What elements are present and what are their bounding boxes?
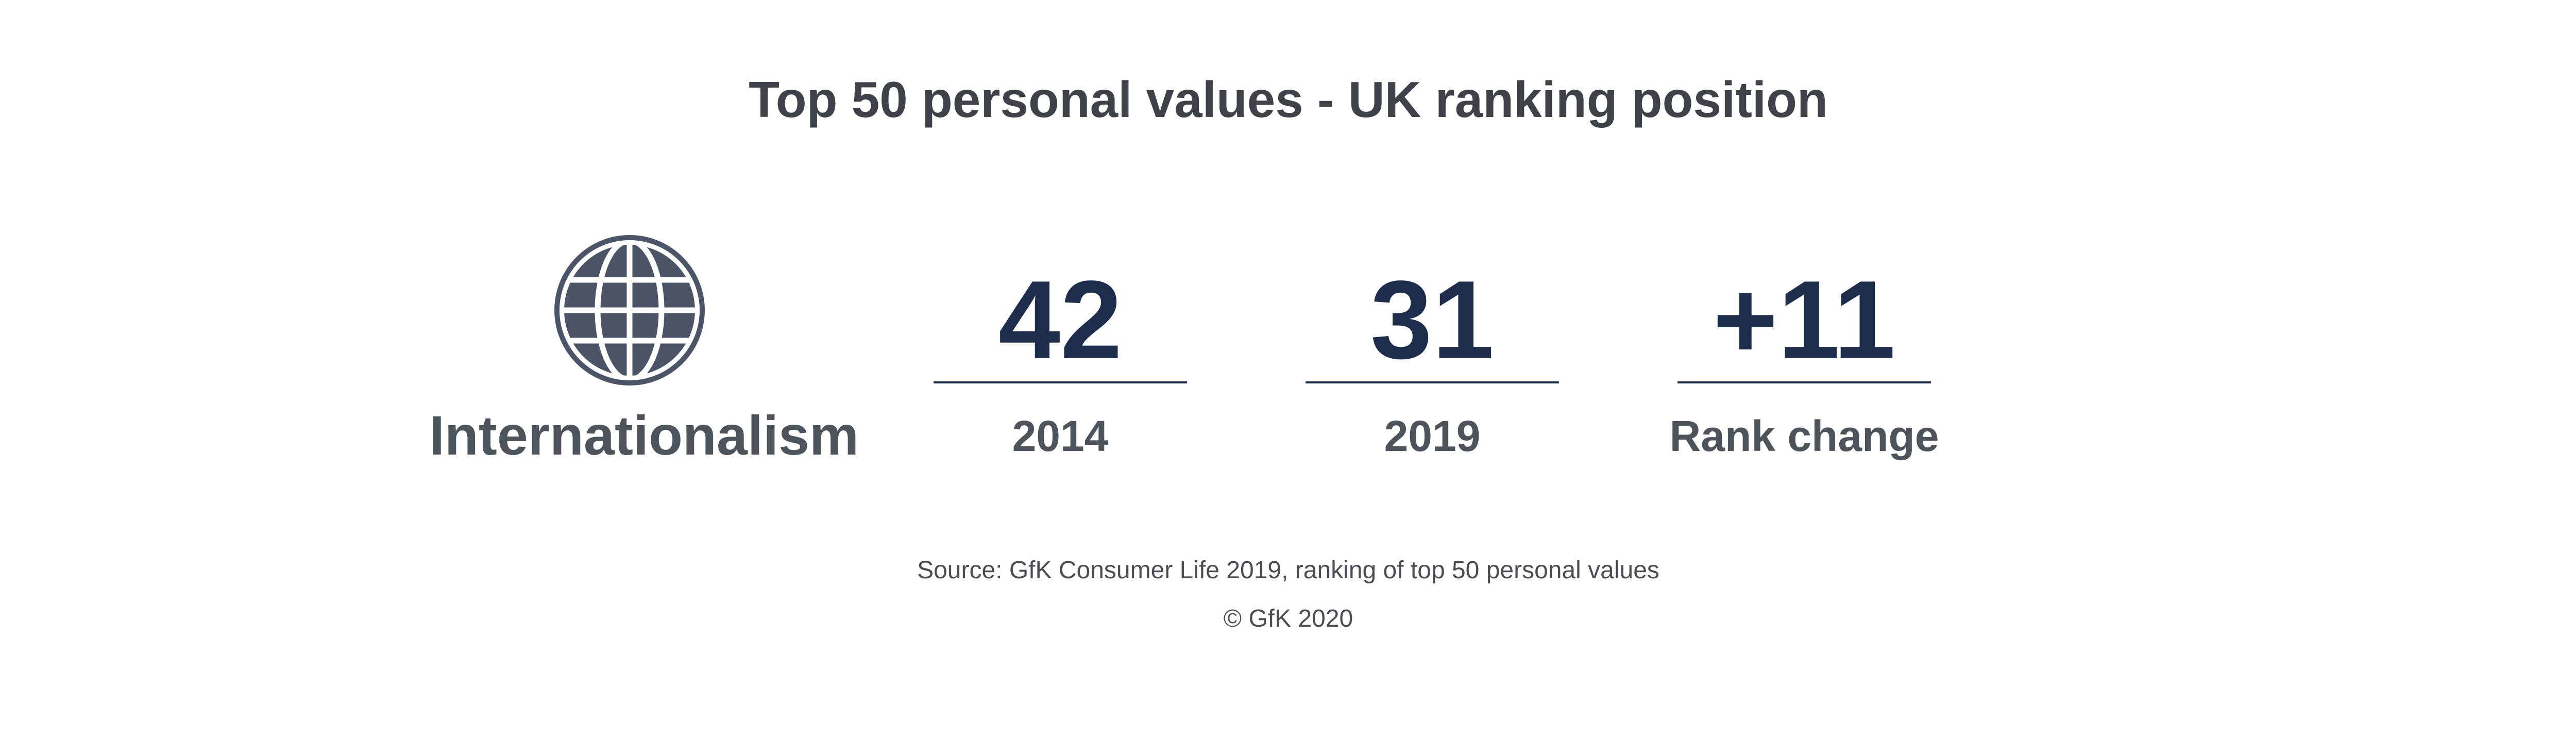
- divider: [1306, 381, 1559, 383]
- rank-2019-number: 31: [1370, 257, 1495, 382]
- divider: [934, 381, 1187, 383]
- stat-2019: 31 2019: [1247, 258, 1618, 462]
- globe-icon: [551, 232, 708, 389]
- divider: [1677, 381, 1931, 383]
- source-note: Source: GfK Consumer Life 2019, ranking …: [917, 557, 1659, 584]
- page-title: Top 50 personal values - UK ranking posi…: [749, 71, 1828, 128]
- rank-change-label: Rank change: [1669, 412, 1939, 460]
- year-2019-label: 2019: [1384, 412, 1481, 460]
- value-name: Internationalism: [429, 404, 859, 466]
- copyright-note: © GfK 2020: [1223, 605, 1353, 632]
- rank-2014-number: 42: [998, 257, 1123, 382]
- year-2014-label: 2014: [1012, 412, 1109, 460]
- rank-change-number: +11: [1713, 257, 1896, 382]
- stat-rank-change: +11 Rank change: [1619, 258, 1990, 462]
- stat-2014: 42 2014: [875, 258, 1246, 462]
